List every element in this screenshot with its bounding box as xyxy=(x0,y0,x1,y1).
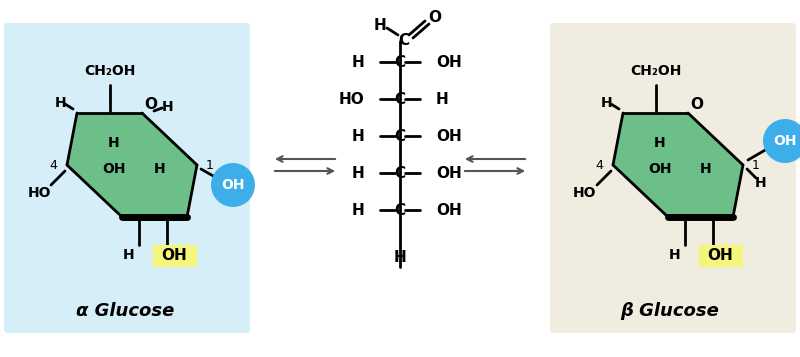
Text: H: H xyxy=(374,17,386,32)
Text: OH: OH xyxy=(436,202,462,217)
Text: 4: 4 xyxy=(49,159,57,171)
Text: H: H xyxy=(162,100,174,114)
Text: 1: 1 xyxy=(752,159,760,171)
Text: H: H xyxy=(351,166,364,181)
Text: CH₂OH: CH₂OH xyxy=(630,64,682,78)
Text: H: H xyxy=(351,129,364,144)
Text: OH: OH xyxy=(162,248,187,263)
Text: C: C xyxy=(394,129,406,144)
Text: H: H xyxy=(351,202,364,217)
Text: OH: OH xyxy=(436,129,462,144)
Text: H: H xyxy=(601,96,613,110)
Text: β Glucose: β Glucose xyxy=(621,302,719,320)
Text: H: H xyxy=(154,162,166,176)
Text: O: O xyxy=(145,96,158,111)
Text: C: C xyxy=(394,202,406,217)
Polygon shape xyxy=(67,113,197,217)
Text: H: H xyxy=(55,96,67,110)
Text: O: O xyxy=(690,96,703,111)
Text: H: H xyxy=(436,91,449,106)
Text: H: H xyxy=(700,162,712,176)
Text: H: H xyxy=(755,176,767,190)
Text: H: H xyxy=(122,248,134,262)
Text: OH: OH xyxy=(436,166,462,181)
Text: C: C xyxy=(394,55,406,70)
Bar xyxy=(153,245,197,267)
Text: HO: HO xyxy=(574,186,597,200)
Text: HO: HO xyxy=(338,91,364,106)
FancyBboxPatch shape xyxy=(4,23,250,333)
Text: O: O xyxy=(429,10,442,25)
Polygon shape xyxy=(613,113,743,217)
Text: HO: HO xyxy=(27,186,50,200)
FancyBboxPatch shape xyxy=(550,23,796,333)
Bar xyxy=(698,245,742,267)
Text: C: C xyxy=(394,91,406,106)
Text: α Glucose: α Glucose xyxy=(76,302,174,320)
Text: H: H xyxy=(394,250,406,265)
Text: CH₂OH: CH₂OH xyxy=(84,64,136,78)
Text: OH: OH xyxy=(102,162,126,176)
Text: H: H xyxy=(108,136,120,150)
Text: OH: OH xyxy=(708,248,734,263)
Text: C: C xyxy=(394,166,406,181)
Text: OH: OH xyxy=(222,178,245,192)
Text: 4: 4 xyxy=(595,159,603,171)
Text: C: C xyxy=(398,32,410,47)
Text: OH: OH xyxy=(648,162,672,176)
Text: H: H xyxy=(669,248,680,262)
Text: H: H xyxy=(351,55,364,70)
Text: H: H xyxy=(654,136,666,150)
Text: OH: OH xyxy=(774,134,797,148)
Text: OH: OH xyxy=(436,55,462,70)
Circle shape xyxy=(763,119,800,163)
Text: 1: 1 xyxy=(206,159,214,171)
Circle shape xyxy=(211,163,255,207)
